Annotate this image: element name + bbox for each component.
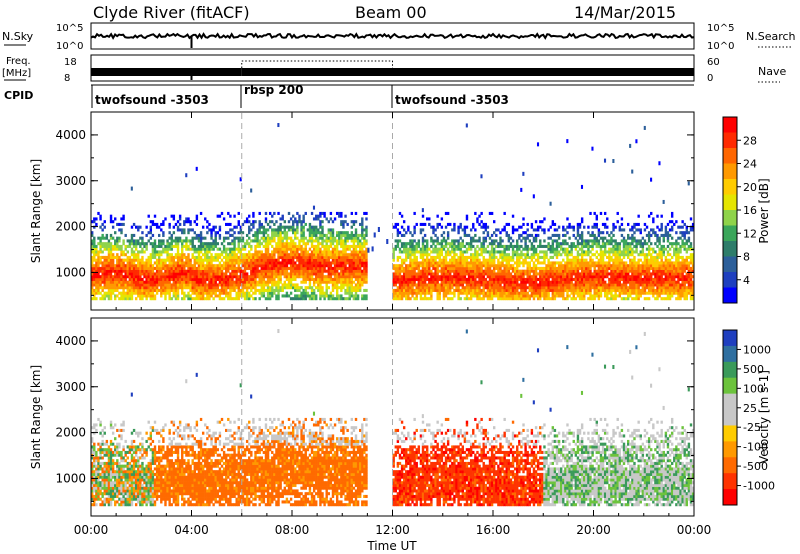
freq-trace (91, 60, 694, 80)
power-cbar-tick-2: 20 (743, 181, 757, 194)
power-cbar-tick-5: 8 (743, 251, 750, 264)
vel-cbar-tick-0: 1000 (743, 343, 771, 356)
vel-yaxis-tick-1: 3000 (55, 380, 86, 394)
freq-left-unit: [MHz] (2, 68, 31, 79)
nsky-trace (90, 32, 695, 48)
power-y-label: Slant Range [km] (29, 159, 43, 263)
nsky-right-tick-top: 10^5 (707, 23, 734, 34)
nsky-left-label: N.Sky (2, 30, 34, 43)
power-yaxis-tick-0: 4000 (55, 128, 86, 142)
time-tick-6: 00:00 (677, 523, 712, 537)
time-tick-5: 20:00 (576, 523, 611, 537)
velocity-colorbar-label: Velocity [m s-1] (757, 370, 771, 464)
time-tick-3: 12:00 (375, 523, 410, 537)
freq-left-tick-bottom: 8 (64, 73, 70, 84)
cpid-segments: twofsound -3503 rbsp 200 twofsound -3503 (91, 83, 509, 108)
vel-cbar-tick-3: 25 (743, 402, 757, 415)
mode-change-dividers (241, 113, 393, 515)
velocity-data (91, 329, 695, 507)
power-cbar-tick-1: 24 (743, 158, 757, 171)
vel-yaxis-tick-0: 4000 (55, 334, 86, 348)
time-axis: 00:00 04:00 08:00 12:00 16:00 20:00 00:00 (74, 112, 712, 537)
vel-cbar-tick-1: 500 (743, 363, 764, 376)
velocity-colorbar: 1000 500 100 25 -25 -100 -500 -1000 (722, 329, 775, 506)
cpid-segment-3: twofsound -3503 (395, 93, 509, 107)
vel-cbar-tick-4: -25 (743, 421, 761, 434)
station-title: Clyde River (fitACF) (93, 3, 250, 22)
power-yaxis-tick-2: 2000 (55, 220, 86, 234)
power-yaxis-tick-1: 3000 (55, 174, 86, 188)
power-yaxis-tick-3: 1000 (55, 265, 86, 279)
cpid-segment-1: twofsound -3503 (95, 93, 209, 107)
vel-yaxis-tick-3: 1000 (55, 471, 86, 485)
velocity-y-label: Slant Range [km] (29, 365, 43, 469)
nsky-panel-frame (90, 22, 695, 50)
vel-cbar-tick-5: -100 (743, 441, 768, 454)
power-cbar-tick-3: 16 (743, 204, 757, 217)
nave-right-tick-bottom: 0 (707, 73, 713, 84)
time-tick-1: 04:00 (174, 523, 209, 537)
power-colorbar: 28 24 20 16 12 8 4 (722, 116, 757, 304)
freq-left-label: Freq. (6, 56, 31, 67)
power-cbar-tick-0: 28 (743, 134, 757, 147)
vel-yaxis-tick-2: 2000 (55, 426, 86, 440)
power-y-axis: 4000 3000 2000 1000 (55, 128, 694, 296)
vel-cbar-tick-6: -500 (743, 460, 768, 473)
nsky-right-tick-bottom: 10^0 (707, 41, 734, 52)
beam-title: Beam 00 (355, 3, 427, 22)
power-data (91, 123, 695, 301)
cpid-segment-2: rbsp 200 (244, 83, 303, 97)
time-tick-4: 16:00 (476, 523, 511, 537)
time-axis-label: Time UT (366, 539, 417, 553)
cpid-label: CPID (4, 89, 33, 102)
vel-cbar-tick-2: 100 (743, 382, 764, 395)
nave-right-tick-top: 60 (707, 57, 720, 68)
velocity-y-axis: 4000 3000 2000 1000 (55, 334, 694, 502)
power-cbar-tick-6: 4 (743, 274, 750, 287)
power-colorbar-label: Power [dB] (757, 178, 771, 243)
vel-cbar-tick-7: -1000 (743, 480, 775, 493)
time-tick-2: 08:00 (275, 523, 310, 537)
date-title: 14/Mar/2015 (574, 3, 676, 22)
nave-right-label: Nave (758, 65, 786, 78)
freq-left-tick-top: 18 (64, 57, 77, 68)
nsky-left-tick-bottom: 10^0 (56, 41, 83, 52)
nsearch-right-label: N.Search (746, 30, 796, 43)
power-cbar-tick-4: 12 (743, 227, 757, 240)
time-tick-0: 00:00 (74, 523, 109, 537)
nsky-left-tick-top: 10^5 (56, 23, 83, 34)
